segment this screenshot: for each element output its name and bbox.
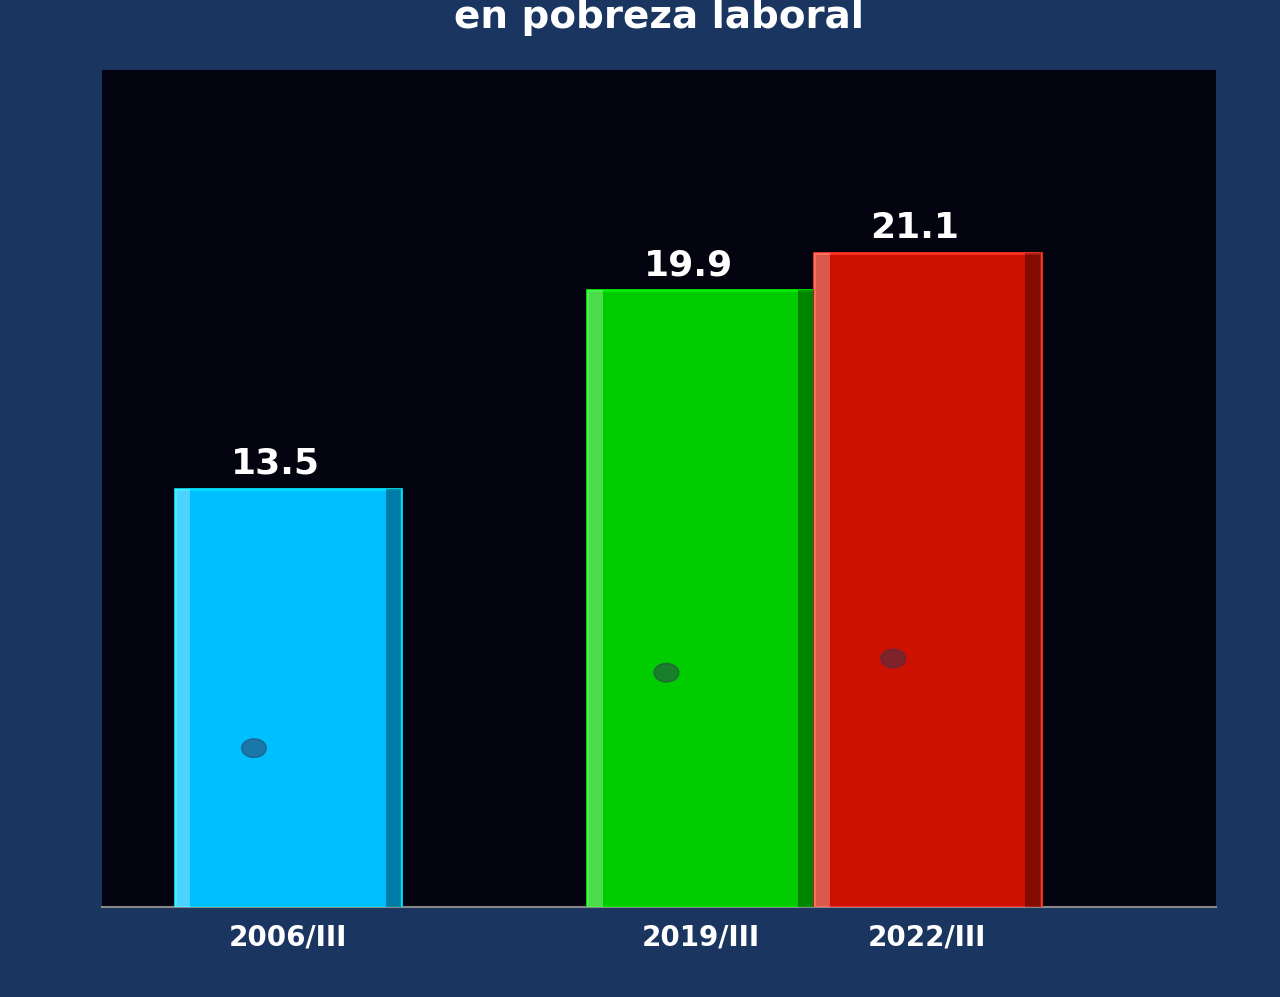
- Bar: [814, 253, 829, 907]
- Bar: [797, 290, 814, 907]
- Text: 21.1: 21.1: [870, 211, 960, 245]
- Bar: [814, 253, 1041, 907]
- Bar: [588, 290, 814, 907]
- Bar: [385, 489, 402, 907]
- Bar: [174, 489, 402, 907]
- Ellipse shape: [881, 649, 906, 668]
- Bar: [588, 290, 603, 907]
- Text: 13.5: 13.5: [232, 447, 320, 481]
- Bar: [174, 489, 191, 907]
- Ellipse shape: [654, 663, 678, 682]
- Bar: [1025, 253, 1041, 907]
- Text: 19.9: 19.9: [644, 248, 733, 282]
- Ellipse shape: [242, 739, 266, 758]
- Title: BC: Comparativo porcentaje de la población
en pobreza laboral: BC: Comparativo porcentaje de la poblaci…: [179, 0, 1139, 36]
